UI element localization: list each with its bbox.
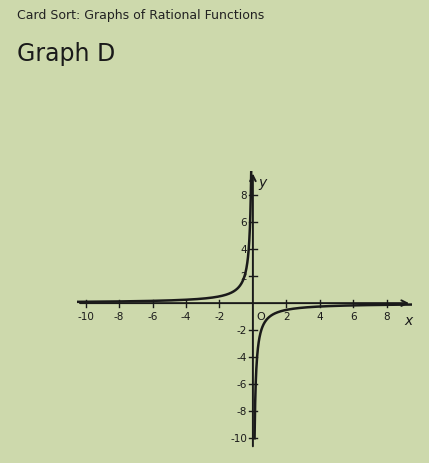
Text: y: y <box>259 175 267 189</box>
Text: -6: -6 <box>147 311 158 321</box>
Text: -6: -6 <box>237 379 247 389</box>
Text: 6: 6 <box>350 311 356 321</box>
Text: -10: -10 <box>230 433 247 443</box>
Text: O: O <box>257 311 265 321</box>
Text: 2: 2 <box>283 311 290 321</box>
Text: -8: -8 <box>114 311 124 321</box>
Text: 8: 8 <box>384 311 390 321</box>
Text: x: x <box>405 313 413 327</box>
Text: -8: -8 <box>237 407 247 416</box>
Text: -2: -2 <box>214 311 225 321</box>
Text: -4: -4 <box>181 311 191 321</box>
Text: 8: 8 <box>240 191 247 200</box>
Text: Graph D: Graph D <box>17 42 115 66</box>
Text: 2: 2 <box>240 271 247 282</box>
Text: -10: -10 <box>77 311 94 321</box>
Text: -2: -2 <box>237 325 247 335</box>
Text: 4: 4 <box>317 311 323 321</box>
Text: 4: 4 <box>240 244 247 255</box>
Text: Card Sort: Graphs of Rational Functions: Card Sort: Graphs of Rational Functions <box>17 9 264 22</box>
Text: -4: -4 <box>237 352 247 363</box>
Text: 6: 6 <box>240 218 247 227</box>
